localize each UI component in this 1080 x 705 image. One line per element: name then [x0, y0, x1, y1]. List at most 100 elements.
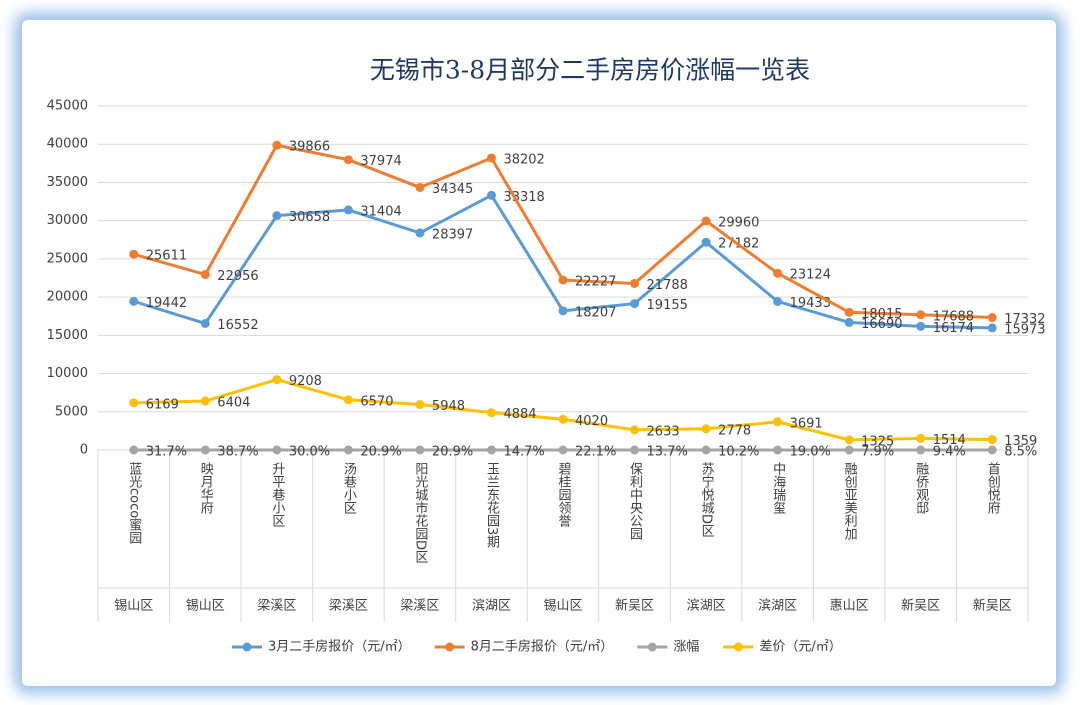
point	[701, 216, 711, 226]
point	[129, 296, 139, 306]
point	[701, 424, 711, 434]
point	[987, 323, 997, 333]
point	[773, 417, 783, 427]
district-label: 新吴区	[615, 598, 654, 614]
data-label: 14.7%	[503, 444, 544, 459]
x-tick-label: 阳光城市花园D区	[412, 462, 428, 563]
x-tick-label: 蓝光coco蜜园	[126, 462, 142, 545]
x-tick-label: 保利中央公园	[627, 462, 643, 540]
data-label: 19155	[647, 298, 688, 313]
data-label: 4884	[503, 407, 536, 422]
data-label: 22227	[575, 275, 616, 290]
point	[129, 445, 139, 455]
data-label: 6570	[360, 394, 393, 409]
x-tick-label: 融侨观邸	[913, 462, 929, 515]
x-tick-label: 汤巷小区	[341, 462, 357, 514]
point	[415, 400, 425, 410]
point	[486, 445, 496, 455]
x-tick-label: 首创悦府	[985, 462, 1001, 515]
data-label: 31404	[360, 204, 401, 219]
point	[916, 310, 926, 320]
y-tick-label: 25000	[47, 251, 88, 266]
y-tick-label: 5000	[55, 404, 88, 419]
district-label: 梁溪区	[329, 599, 368, 614]
legend-label: 8月二手房报价（元/㎡）	[471, 639, 614, 655]
series-line	[133, 143, 993, 320]
x-tick-label: 融创亚美利加	[842, 462, 858, 541]
district-label: 梁溪区	[257, 599, 296, 614]
data-label: 3691	[790, 416, 823, 431]
legend-label: 3月二手房报价（元/㎡）	[268, 639, 411, 655]
y-tick-label: 20000	[47, 290, 88, 305]
district-label: 惠山区	[830, 599, 869, 614]
point	[486, 190, 496, 200]
point	[558, 275, 568, 285]
district-label: 新吴区	[901, 598, 940, 614]
data-label: 21788	[647, 278, 688, 293]
district-label: 滨湖区	[687, 598, 726, 614]
data-label: 18015	[861, 307, 902, 322]
data-label: 23124	[790, 268, 831, 283]
point	[844, 317, 854, 327]
data-label: 22956	[217, 269, 258, 284]
data-label: 30658	[289, 210, 330, 225]
point	[558, 414, 568, 424]
data-label: 16174	[933, 321, 974, 336]
district-label: 锡山区	[186, 599, 225, 614]
chart-title: 无锡市3-8月部分二手房房价涨幅一览表	[370, 56, 810, 85]
legend-marker	[445, 642, 455, 652]
data-label: 20.9%	[432, 444, 473, 459]
district-label: 滨湖区	[758, 598, 797, 614]
point	[916, 433, 926, 443]
point	[844, 435, 854, 445]
data-label: 4020	[575, 414, 608, 429]
data-label: 31.7%	[146, 444, 187, 459]
point	[701, 445, 711, 455]
y-tick-label: 30000	[47, 213, 88, 228]
data-label: 20.9%	[360, 444, 401, 459]
point	[987, 445, 997, 455]
data-label: 2778	[718, 423, 751, 438]
x-tick-label: 升平巷小区	[269, 462, 285, 527]
point	[343, 155, 353, 165]
y-tick-label: 0	[80, 443, 88, 458]
data-label: 1359	[1004, 434, 1037, 449]
data-label: 9.4%	[933, 444, 966, 459]
point	[129, 249, 139, 259]
legend-marker	[242, 642, 252, 652]
point	[844, 307, 854, 317]
data-label: 15973	[1004, 322, 1045, 337]
legend-marker	[647, 642, 657, 652]
data-label: 9208	[289, 374, 322, 389]
data-label: 33318	[503, 190, 544, 205]
point	[916, 445, 926, 455]
legend-label: 差价（元/㎡）	[759, 640, 841, 655]
data-label: 17688	[933, 309, 974, 324]
point	[987, 313, 997, 323]
data-label: 1325	[861, 434, 894, 449]
data-label: 17332	[1004, 312, 1045, 327]
data-label: 16690	[861, 317, 902, 332]
point	[773, 268, 783, 278]
data-label: 22.1%	[575, 444, 616, 459]
point	[272, 140, 282, 150]
data-label: 39866	[289, 140, 330, 155]
data-label: 10.2%	[718, 444, 759, 459]
y-tick-label: 35000	[47, 175, 88, 190]
point	[272, 375, 282, 385]
legend-label: 涨幅	[673, 640, 699, 655]
data-label: 37974	[360, 154, 401, 169]
data-label: 19433	[790, 296, 831, 311]
point	[558, 445, 568, 455]
data-label: 18207	[575, 305, 616, 320]
point	[343, 395, 353, 405]
point	[916, 321, 926, 331]
data-label: 13.7%	[647, 444, 688, 459]
district-label: 梁溪区	[400, 599, 439, 614]
point	[200, 445, 210, 455]
point	[486, 153, 496, 163]
district-label: 滨湖区	[472, 598, 511, 614]
series-line	[133, 378, 993, 442]
data-label: 5948	[432, 399, 465, 414]
data-label: 6404	[217, 396, 250, 411]
